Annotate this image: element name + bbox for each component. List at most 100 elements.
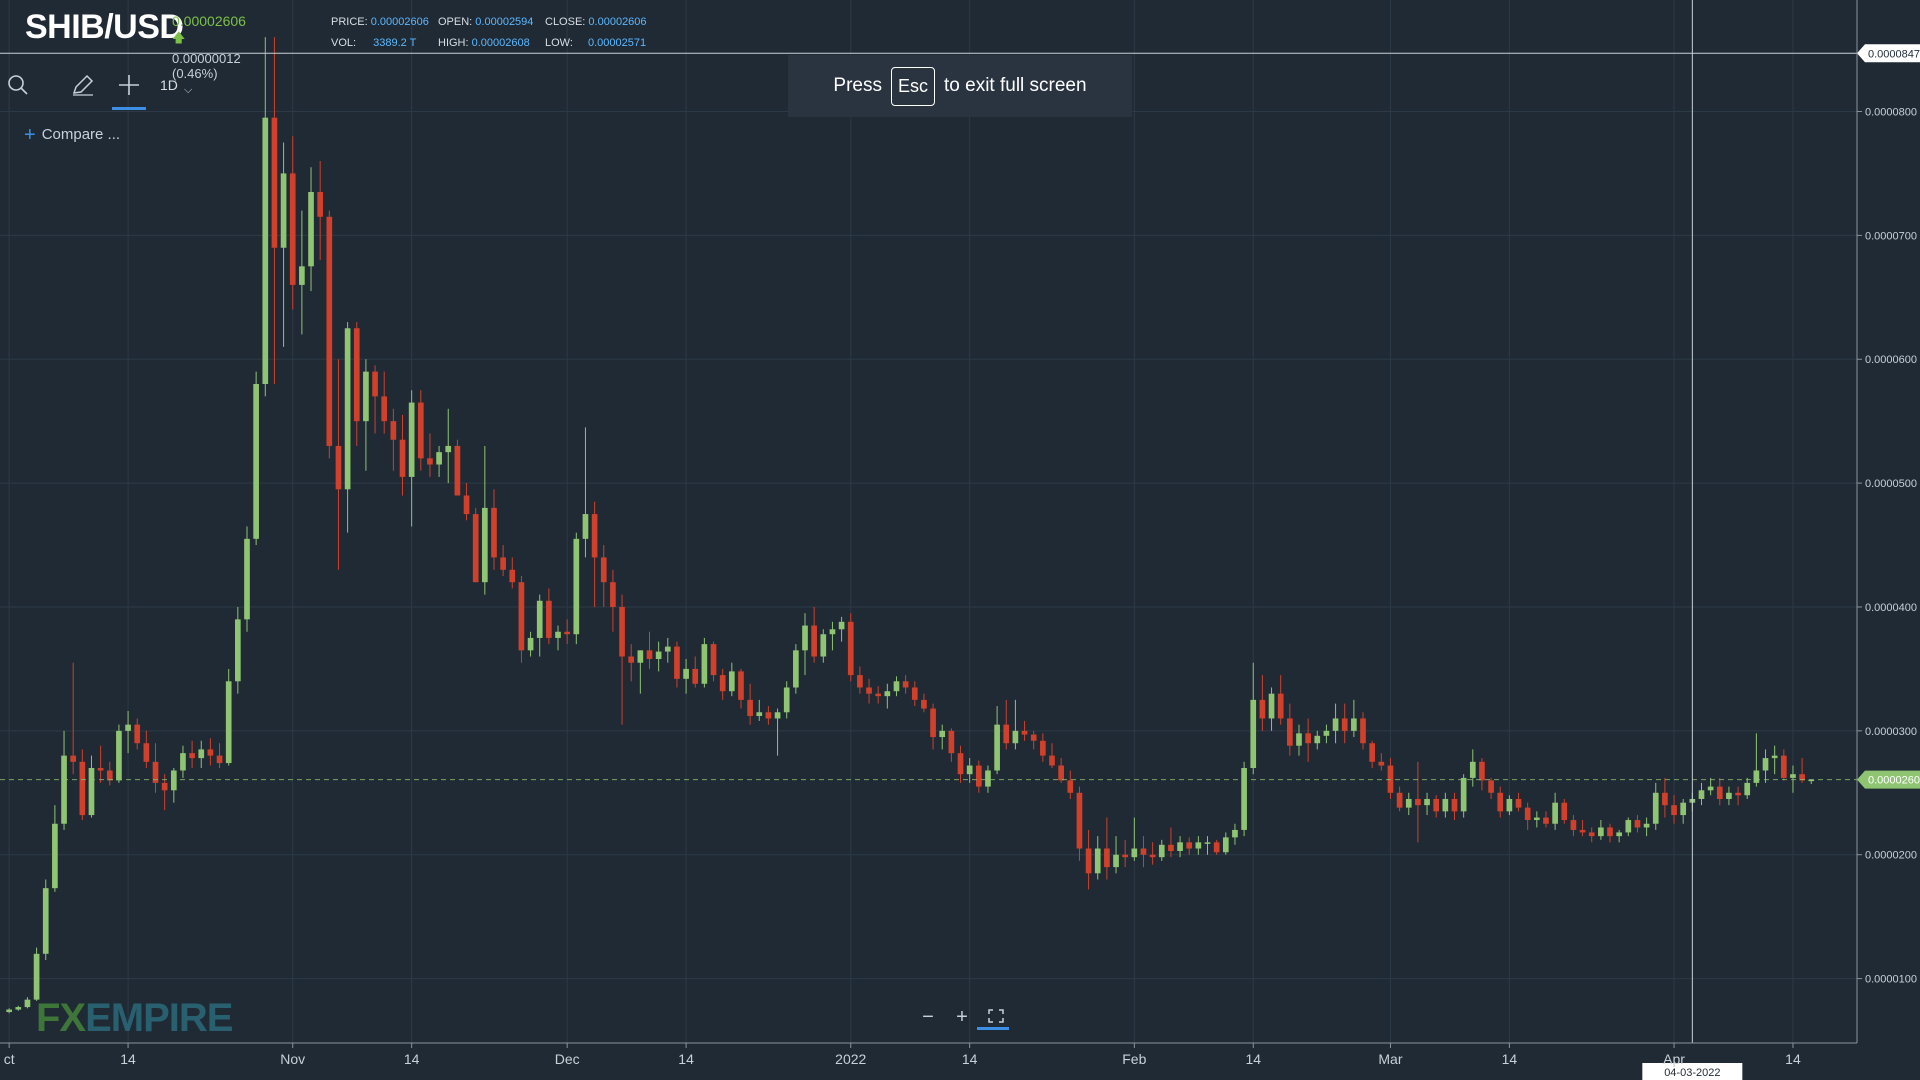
candle-body <box>893 681 900 692</box>
candle-up <box>280 142 287 347</box>
candle-body <box>1479 761 1485 781</box>
candle-down <box>610 569 616 632</box>
candle-down <box>747 683 753 725</box>
candle-down <box>1122 839 1129 868</box>
crosshair-icon[interactable] <box>112 70 146 100</box>
candle-up <box>1533 811 1540 828</box>
candle-body <box>1716 786 1723 799</box>
candle-body <box>1753 770 1760 783</box>
x-tick-label: 14 <box>1502 1051 1518 1067</box>
last-price: 0.00002606 <box>172 13 246 29</box>
candle-down <box>930 703 936 750</box>
candle-body <box>546 600 552 638</box>
candle-body <box>235 619 241 682</box>
candle-down <box>143 730 150 769</box>
chevron-down-icon[interactable]: ⌵ <box>184 84 193 96</box>
candle-up <box>363 359 369 471</box>
candle-down <box>454 439 461 496</box>
candle-body <box>1287 718 1293 746</box>
candle-body <box>1799 774 1805 781</box>
search-icon[interactable] <box>1 70 35 100</box>
candle-body <box>1460 777 1467 812</box>
candle-down <box>1104 817 1110 880</box>
candle-body <box>1515 798 1522 808</box>
candle-down <box>390 408 397 471</box>
x-tick-label: 14 <box>1245 1051 1261 1067</box>
candle-body <box>637 650 644 663</box>
candle-body <box>966 765 973 775</box>
x-tick-label: Nov <box>280 1051 305 1067</box>
y-tick-label: 0.0000700 <box>1865 230 1917 242</box>
candle-body <box>161 782 168 791</box>
x-tick-label: 14 <box>120 1051 136 1067</box>
compare-button[interactable]: + Compare ... <box>24 124 120 147</box>
candle-down <box>289 136 296 310</box>
candle-down <box>509 557 516 589</box>
close-value: 0.00002606 <box>588 16 647 28</box>
candle-up <box>1204 836 1211 855</box>
candle-body <box>1140 848 1147 855</box>
candle-body <box>436 452 442 465</box>
candle-body <box>829 629 836 635</box>
candle-body <box>15 1007 22 1010</box>
candle-body <box>710 644 717 676</box>
candle-down <box>619 594 625 725</box>
candle-up <box>582 427 589 558</box>
candle-body <box>518 582 525 651</box>
candle-up <box>1707 777 1714 796</box>
candle-up <box>527 631 534 657</box>
candle-up <box>1442 792 1449 818</box>
candle-body <box>244 538 250 620</box>
candle-body <box>1543 817 1549 824</box>
candle-up <box>308 167 314 292</box>
candle-down <box>1341 703 1348 744</box>
zoom-out-icon[interactable]: − <box>922 1005 934 1028</box>
candle-body <box>1058 765 1064 781</box>
pencil-icon[interactable] <box>66 70 100 100</box>
candle-up <box>299 210 305 335</box>
candle-body <box>1131 848 1138 858</box>
candle-body <box>326 216 333 446</box>
candle-down <box>500 545 506 577</box>
toast-press: Press <box>833 75 882 96</box>
candle-down <box>1058 758 1064 783</box>
candle-body <box>683 668 689 679</box>
esc-key: Esc <box>890 66 935 106</box>
candle-down <box>134 718 141 750</box>
candle-down <box>1378 753 1385 771</box>
candle-up <box>1616 829 1622 843</box>
candle-up <box>637 650 644 694</box>
candle-body <box>79 761 86 816</box>
candle-body <box>1021 730 1028 735</box>
candle-down <box>646 631 653 669</box>
candle-body <box>747 699 753 716</box>
candle-down <box>317 161 324 261</box>
candle-up <box>1094 836 1101 880</box>
candle-down <box>866 678 872 704</box>
candle-body <box>24 999 31 1008</box>
interval-select[interactable]: 1D <box>160 77 178 93</box>
candle-body <box>1744 782 1751 796</box>
candle-body <box>491 507 497 558</box>
candle-down <box>1662 777 1668 818</box>
candle-body <box>1469 761 1476 778</box>
candle-body <box>701 644 708 684</box>
candle-up <box>1177 836 1183 858</box>
y-tick-label: 0.0000400 <box>1865 602 1917 614</box>
candle-down <box>1360 712 1366 750</box>
crosshair-price-label: 0.0000847 <box>1868 48 1920 60</box>
candle-body <box>463 495 470 515</box>
time-axis: ct 14 Nov 14 Dec 14 2022 14 Feb 14 Mar 14 Apr 14 <box>0 1042 1857 1067</box>
candle-down <box>106 761 113 786</box>
candle-up <box>1131 817 1138 861</box>
candle-down <box>1451 792 1458 821</box>
candle-up <box>838 616 845 642</box>
candle-body <box>985 770 991 787</box>
price-change-value: 0.00000012 (0.46%) <box>172 51 241 81</box>
candle-up <box>1460 774 1467 818</box>
zoom-in-icon[interactable]: + <box>956 1005 968 1028</box>
x-tick-label: 14 <box>404 1051 420 1067</box>
fit-screen-icon[interactable] <box>984 1006 1008 1029</box>
candle-body <box>1030 734 1037 741</box>
